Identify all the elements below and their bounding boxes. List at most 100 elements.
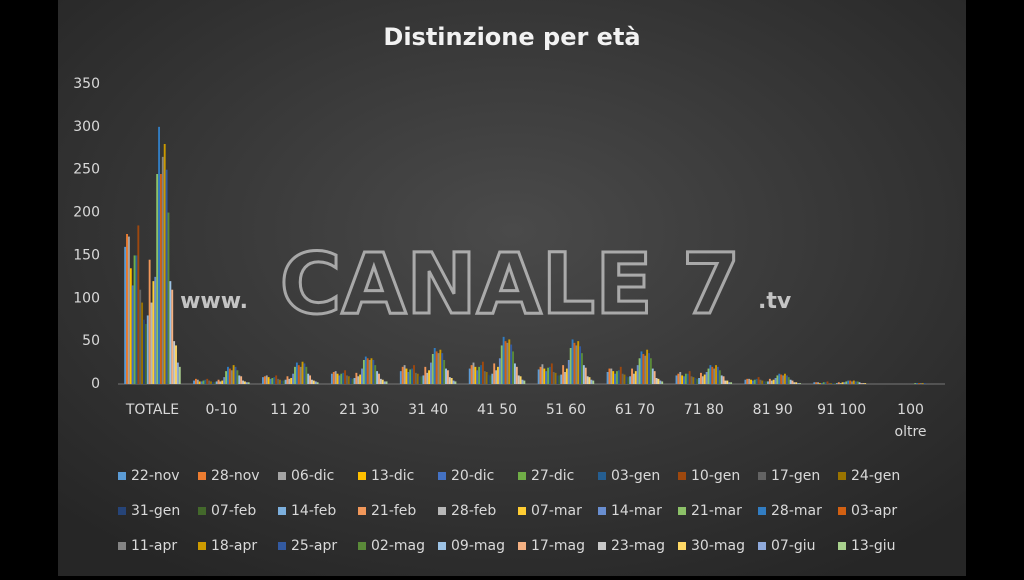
legend-swatch <box>758 542 766 550</box>
bar <box>399 371 402 384</box>
legend-label: 25-apr <box>291 538 337 554</box>
bar <box>841 382 844 384</box>
bar <box>592 380 595 384</box>
bar <box>623 374 626 384</box>
bar <box>150 302 153 384</box>
bar <box>401 366 404 384</box>
bar <box>301 361 304 384</box>
bar <box>813 382 816 384</box>
legend-label: 07-feb <box>211 503 256 519</box>
bar <box>608 368 611 384</box>
bar <box>223 377 226 384</box>
legend-swatch <box>518 542 526 550</box>
legend-swatch <box>198 472 206 480</box>
bar <box>547 367 550 384</box>
x-tick-label: 81 90 <box>753 402 793 418</box>
legend-swatch <box>118 542 126 550</box>
bar <box>366 358 369 384</box>
bar <box>426 372 429 384</box>
bar <box>541 364 544 384</box>
bar <box>452 380 455 384</box>
bar <box>230 370 233 384</box>
bar <box>141 302 144 384</box>
bar <box>730 382 733 384</box>
bar <box>763 381 766 384</box>
legend-label: 20-dic <box>451 468 494 484</box>
bar <box>711 366 714 384</box>
bar <box>163 144 166 384</box>
bar <box>347 376 350 384</box>
bar <box>916 383 919 384</box>
bar <box>361 368 363 384</box>
bar <box>508 339 511 384</box>
legend-swatch <box>678 472 686 480</box>
legend-swatch <box>598 542 606 550</box>
bar <box>569 348 572 384</box>
bar <box>219 381 222 384</box>
bar <box>701 376 704 384</box>
bar <box>621 373 624 384</box>
legend-label: 11-apr <box>131 538 177 554</box>
bar <box>614 373 617 384</box>
bar <box>478 366 481 384</box>
bar <box>521 379 524 384</box>
bar <box>644 355 647 384</box>
bar <box>282 380 285 384</box>
bar <box>414 372 417 384</box>
bar <box>299 366 302 384</box>
y-tick-label: 350 <box>73 76 100 92</box>
bar <box>288 378 291 384</box>
bar <box>746 378 749 384</box>
bar <box>787 377 790 384</box>
bar <box>165 169 168 384</box>
bar <box>820 383 823 384</box>
bar <box>159 174 162 384</box>
bar <box>728 382 731 384</box>
x-tick-label-line: 100 <box>897 402 924 418</box>
chart-background <box>58 0 966 576</box>
legend-swatch <box>838 472 846 480</box>
bar <box>632 373 635 384</box>
bar <box>849 380 852 384</box>
bar <box>156 174 159 384</box>
bar <box>705 372 708 384</box>
legend-label: 07-giu <box>771 538 816 554</box>
bar <box>789 379 792 384</box>
bar <box>169 281 172 384</box>
bar <box>303 363 306 384</box>
bar <box>564 372 566 384</box>
bar <box>232 365 235 384</box>
legend-swatch <box>358 472 366 480</box>
bar <box>772 379 775 384</box>
bar <box>243 381 246 384</box>
legend-swatch <box>118 472 126 480</box>
bar <box>847 380 850 384</box>
legend-label: 23-mag <box>611 538 665 554</box>
bar <box>217 379 220 384</box>
bar <box>856 381 859 384</box>
bar <box>470 365 473 384</box>
bar <box>839 383 842 384</box>
legend-label: 28-mar <box>771 503 822 519</box>
bar <box>378 373 380 384</box>
legend-swatch <box>518 472 526 480</box>
bar <box>284 379 287 384</box>
bar <box>374 365 377 384</box>
bar <box>146 315 149 384</box>
bar <box>135 255 138 384</box>
bar <box>625 376 628 384</box>
bar <box>443 360 446 384</box>
legend-label: 18-apr <box>211 538 257 554</box>
bar <box>349 378 352 384</box>
bar <box>513 363 516 384</box>
bar <box>137 225 140 384</box>
legend-label: 21-feb <box>371 503 416 519</box>
x-tick-label: 51 60 <box>546 402 586 418</box>
bar <box>579 346 582 384</box>
bar <box>795 382 798 384</box>
bar <box>364 356 367 384</box>
y-tick-label: 150 <box>73 247 100 263</box>
bar <box>562 365 565 384</box>
bar <box>826 381 829 384</box>
bar <box>152 281 155 384</box>
